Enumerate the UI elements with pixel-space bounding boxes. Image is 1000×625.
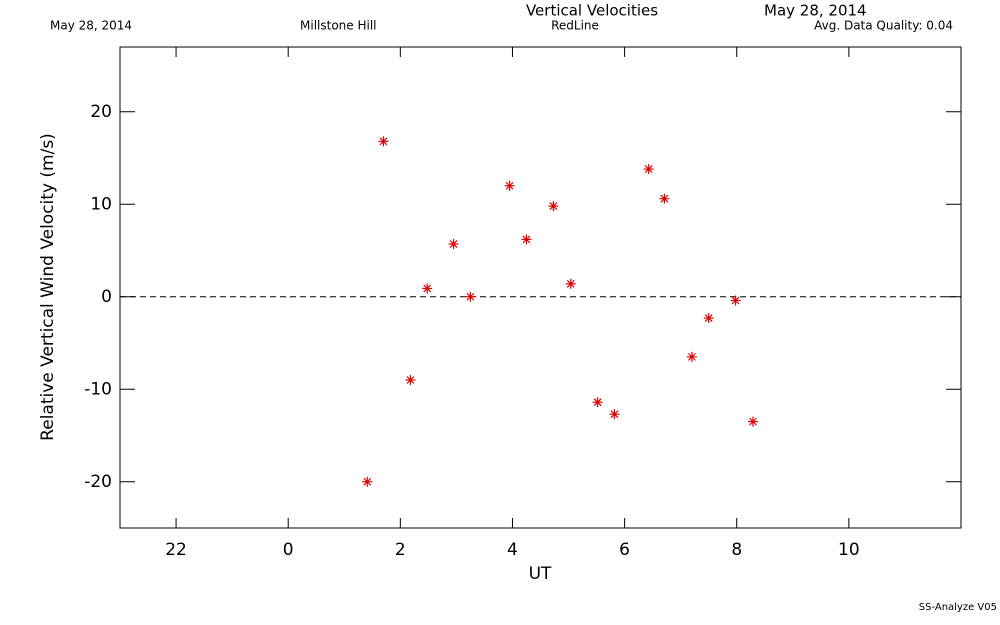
header-date-right: May 28, 2014: [764, 2, 867, 20]
x-tick-label: 2: [395, 540, 406, 560]
y-tick-label: 0: [101, 287, 112, 307]
point: [422, 283, 433, 294]
point-stroke: [449, 240, 458, 248]
chart-title: Vertical Velocities: [526, 2, 658, 20]
x-tick-label: 8: [731, 540, 742, 560]
y-axis-label: Relative Vertical Wind Velocity (m/s): [38, 133, 58, 441]
station: Millstone Hill: [300, 19, 376, 33]
footer: SS-Analyze V05: [919, 602, 997, 613]
point: [465, 291, 476, 302]
y-tick-label: 10: [90, 194, 112, 214]
point: [504, 180, 515, 191]
point: [548, 201, 559, 212]
x-axis-label: UT: [529, 564, 552, 584]
point-stroke: [466, 292, 475, 301]
point: [730, 295, 741, 306]
point-stroke: [644, 165, 653, 174]
point-stroke: [593, 398, 602, 407]
plot-frame: [119, 46, 962, 529]
point: [609, 409, 620, 420]
point: [521, 234, 532, 245]
point-stroke: [379, 137, 388, 146]
point: [659, 193, 670, 204]
point-stroke: [687, 352, 696, 361]
point-stroke: [423, 284, 432, 293]
point-stroke: [610, 410, 619, 419]
point: [448, 239, 459, 250]
point: [592, 397, 603, 408]
point: [686, 351, 697, 362]
x-tick-label: 6: [619, 540, 630, 560]
point: [747, 416, 758, 427]
quality: Avg. Data Quality: 0.04: [814, 19, 953, 33]
point-stroke: [522, 235, 531, 244]
point-stroke: [363, 477, 372, 486]
point: [378, 136, 389, 147]
x-tick-label: 22: [165, 540, 187, 560]
x-tick-label: 4: [507, 540, 518, 560]
point-stroke: [566, 279, 575, 288]
x-tick-label: 10: [838, 540, 860, 560]
y-tick-label: -10: [84, 379, 112, 399]
y-tick-label: 20: [90, 102, 112, 122]
chart-subtitle: RedLine: [551, 19, 599, 33]
point: [643, 164, 654, 175]
x-tick-label: 0: [283, 540, 294, 560]
point-stroke: [704, 314, 713, 322]
point-stroke: [406, 376, 415, 384]
point-stroke: [660, 194, 669, 203]
header-date: May 28, 2014: [50, 19, 132, 33]
point-stroke: [749, 417, 757, 426]
point-stroke: [731, 296, 740, 305]
point-stroke: [549, 202, 558, 211]
point: [362, 476, 373, 487]
point: [405, 375, 416, 385]
point-stroke: [505, 181, 514, 190]
point: [703, 313, 714, 324]
point: [565, 278, 576, 289]
y-tick-label: -20: [84, 472, 112, 492]
